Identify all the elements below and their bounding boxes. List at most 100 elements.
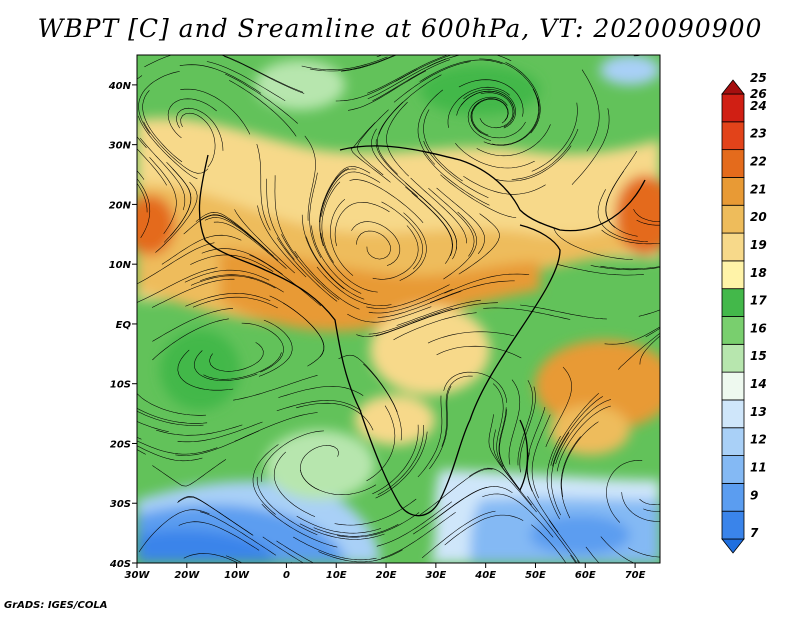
lat-tick-label: 30N (109, 141, 132, 152)
streamline (180, 112, 216, 168)
streamline (336, 512, 420, 538)
streamline (371, 128, 418, 197)
streamline (137, 449, 146, 455)
streamline (273, 451, 316, 517)
lon-tick-label: 30W (125, 570, 151, 581)
streamline (458, 79, 524, 117)
streamline (428, 187, 475, 257)
lat-tick-label: 10N (109, 260, 132, 271)
streamline (143, 121, 209, 174)
streamline (177, 421, 263, 443)
streamline (233, 375, 318, 401)
streamline (167, 98, 217, 139)
streamline (517, 380, 533, 466)
colorbar-label: 22 (750, 155, 767, 169)
streamline (316, 266, 392, 306)
streamline (375, 431, 428, 499)
streamline (338, 354, 398, 413)
streamline (560, 436, 581, 519)
lat-tick-label: 10S (110, 380, 131, 391)
streamline (151, 278, 235, 308)
streamline (356, 230, 391, 260)
streamline (550, 392, 599, 466)
streamline (375, 139, 431, 206)
streamline (413, 486, 488, 535)
streamline (176, 107, 224, 151)
streamline (152, 318, 229, 361)
streamline (183, 214, 257, 242)
streamline (417, 395, 443, 478)
streamline (177, 496, 253, 536)
streamline (605, 171, 638, 237)
colorbar-swatch (721, 121, 745, 151)
streamline (447, 86, 510, 128)
streamline (203, 352, 282, 380)
streamline (601, 229, 660, 245)
streamline (321, 181, 341, 263)
streamline (366, 284, 450, 309)
streamline (301, 214, 345, 290)
streamline (249, 254, 322, 307)
streamline (137, 115, 198, 180)
streamline (139, 137, 186, 211)
streamline (492, 383, 504, 467)
streamline (190, 275, 276, 289)
colorbar-label: 18 (750, 266, 767, 280)
streamline (436, 187, 485, 254)
lat-tick-label: 20S (110, 439, 131, 450)
streamline (463, 175, 546, 195)
streamline (585, 546, 600, 563)
streamline (546, 435, 561, 520)
streamline (204, 217, 279, 261)
streamline (590, 265, 660, 271)
streamline (458, 213, 500, 275)
streamline (309, 172, 322, 258)
streamline (320, 232, 378, 293)
streamline (483, 307, 571, 320)
streamline (393, 61, 471, 103)
streamline (261, 430, 324, 482)
streamline (519, 386, 536, 473)
colorbar-label: 26 (750, 87, 767, 101)
streamline (156, 424, 243, 436)
streamline (266, 178, 295, 260)
streamline (581, 69, 600, 152)
colorbar-label: 15 (750, 349, 767, 363)
streamline (304, 135, 316, 221)
lon-tick-label: 20E (376, 570, 397, 581)
colorbar-swatch (721, 93, 745, 123)
streamline (511, 128, 579, 180)
streamline (604, 326, 660, 345)
lat-tick-label: 40N (108, 81, 132, 92)
streamline (479, 58, 540, 111)
streamline (193, 350, 258, 381)
streamline (225, 555, 243, 563)
coastlines (198, 145, 646, 517)
streamline (313, 524, 399, 537)
streamline (213, 221, 287, 269)
streamline (201, 248, 283, 275)
streamline (350, 122, 391, 183)
streamline (234, 209, 295, 274)
streamline (192, 296, 278, 309)
streamline (330, 198, 354, 276)
chart-title: WBPT [C] and Sreamline at 600hPa, VT: 20… (37, 14, 763, 43)
streamline (252, 444, 279, 515)
streamline (261, 503, 338, 548)
streamline (553, 228, 633, 260)
streamline (545, 366, 572, 448)
colorbar-label: 9 (750, 488, 758, 502)
streamline (347, 70, 427, 111)
streamline (444, 273, 530, 294)
streamline (152, 459, 227, 487)
streamline (376, 501, 453, 547)
streamline (488, 414, 522, 492)
colorbar-label: 14 (750, 377, 767, 391)
streamline (597, 189, 648, 242)
lat-tick-label: 20N (109, 200, 132, 211)
streamline (551, 432, 570, 516)
streamline (456, 90, 515, 120)
streamline (491, 88, 539, 146)
streamline (493, 429, 532, 506)
colorbar-label: 7 (750, 526, 759, 540)
